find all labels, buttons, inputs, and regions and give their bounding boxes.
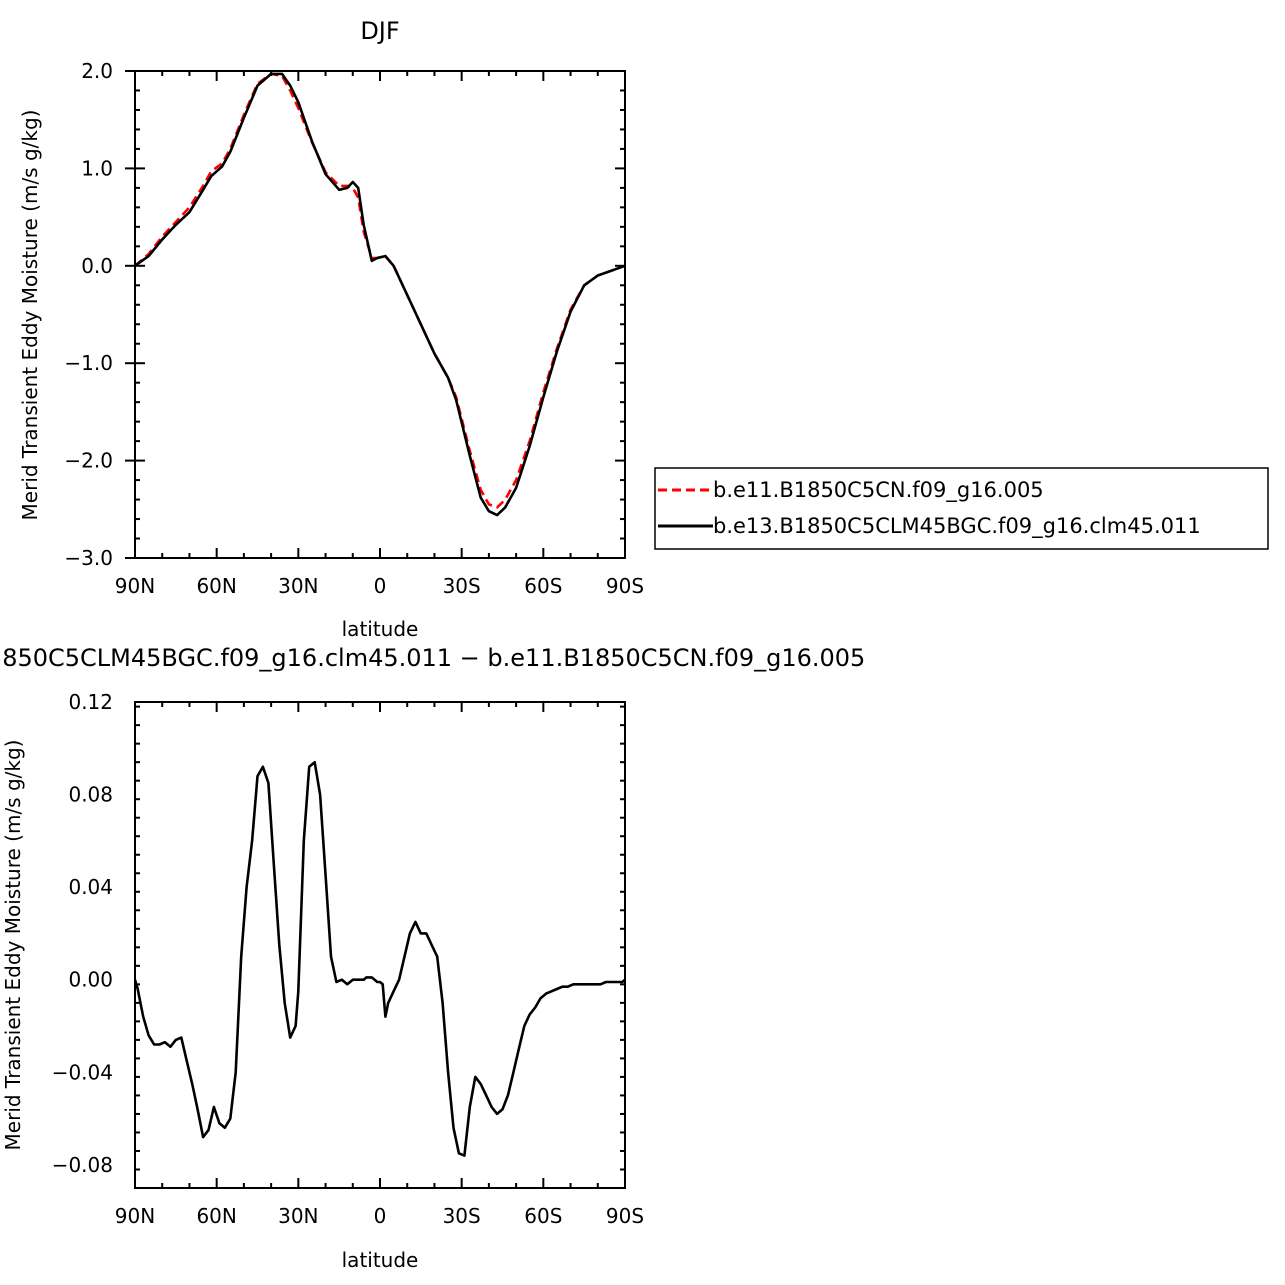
top-x-tick-label: 0 <box>374 574 387 598</box>
bottom-plot-frame <box>134 701 626 1189</box>
bottom-y-tick-label: 0.08 <box>68 783 113 807</box>
bottom-y-tick-label: 0.12 <box>68 690 113 714</box>
top-y-tick-label: −2.0 <box>64 449 113 473</box>
top-series-line-0 <box>135 72 625 509</box>
top-y-tick-label: −3.0 <box>64 546 113 570</box>
bottom-series-line-0 <box>135 760 625 1157</box>
top-panel: DJF 90N 60N 30N 0 30S 60S 90S 2.0 1.0 0.0 −1.0 −2.0… <box>18 17 644 641</box>
top-series-line-1 <box>135 72 625 517</box>
top-y-tick-label: 1.0 <box>81 156 113 180</box>
top-x-tick-label: 30S <box>443 574 481 598</box>
bottom-panel-title: b.e13.B1850C5CLM45BGC.f09_g16.clm45.011 … <box>0 644 865 672</box>
top-panel-title: DJF <box>360 17 399 45</box>
bottom-x-tick-label: 0 <box>374 1204 387 1228</box>
bottom-x-tick-label: 30N <box>278 1204 318 1228</box>
bottom-x-tick-label: 90N <box>115 1204 155 1228</box>
legend-label-series-b: b.e13.B1850C5CLM45BGC.f09_g16.clm45.011 <box>713 514 1201 539</box>
legend: b.e11.B1850C5CN.f09_g16.005 b.e13.B1850C… <box>654 467 1269 550</box>
top-y-tick-label: −1.0 <box>64 351 113 375</box>
bottom-x-axis-title: latitude <box>342 1248 419 1272</box>
top-y-axis-title: Merid Transient Eddy Moisture (m/s g/kg) <box>18 110 42 521</box>
top-x-axis-title: latitude <box>342 617 419 641</box>
top-x-tick-label: 30N <box>278 574 318 598</box>
bottom-y-tick-label: −0.08 <box>52 1153 113 1177</box>
bottom-y-tick-label: 0.00 <box>68 968 113 992</box>
bottom-plot-area: 90N 60N 30N 0 30S 60S 90S 0.12 0.08 0.04 0.00 −0.04… <box>52 690 644 1228</box>
bottom-y-tick-label: −0.04 <box>52 1060 113 1084</box>
top-y-tick-label: 0.0 <box>81 254 113 278</box>
top-x-tick-label: 60S <box>524 574 562 598</box>
top-x-tick-label: 90S <box>606 574 644 598</box>
top-x-tick-label: 90N <box>115 574 155 598</box>
top-x-tick-label: 60N <box>196 574 236 598</box>
bottom-x-tick-label: 60S <box>524 1204 562 1228</box>
top-plot-frame <box>134 70 626 559</box>
legend-box <box>654 467 1269 550</box>
bottom-x-tick-label: 60N <box>196 1204 236 1228</box>
top-y-tick-label: 2.0 <box>81 59 113 83</box>
bottom-x-tick-label: 30S <box>443 1204 481 1228</box>
bottom-x-tick-label: 90S <box>606 1204 644 1228</box>
bottom-y-axis-title: Merid Transient Eddy Moisture (m/s g/kg) <box>1 740 25 1151</box>
legend-label-series-a: b.e11.B1850C5CN.f09_g16.005 <box>713 478 1044 503</box>
bottom-y-tick-label: 0.04 <box>68 875 113 899</box>
bottom-panel: b.e13.B1850C5CLM45BGC.f09_g16.clm45.011 … <box>0 644 865 1272</box>
top-plot-area: 90N 60N 30N 0 30S 60S 90S 2.0 1.0 0.0 −1.0 −2.0 −3.0 <box>64 59 644 598</box>
